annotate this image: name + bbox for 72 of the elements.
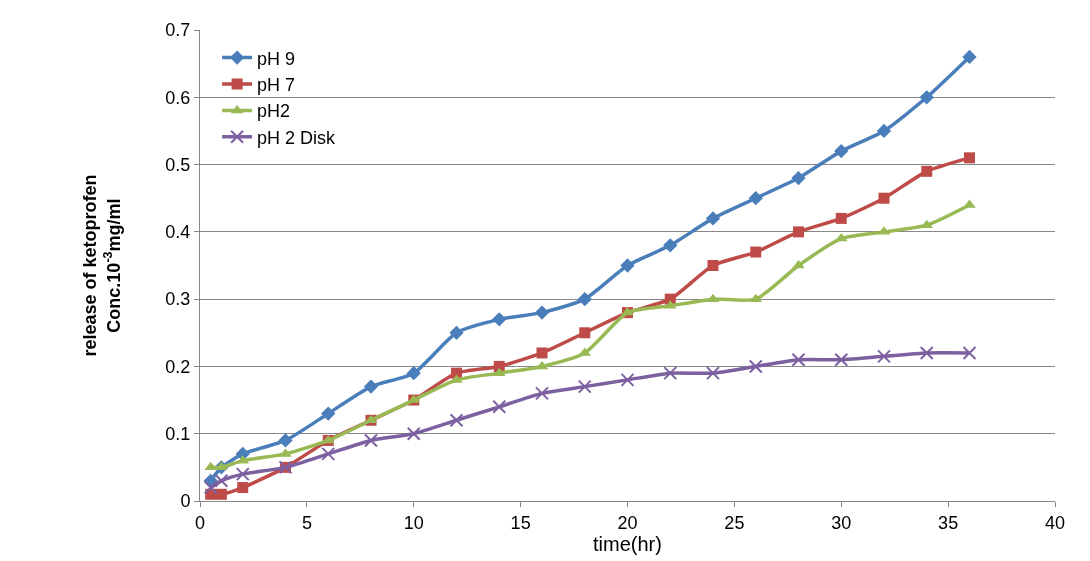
point bbox=[707, 260, 719, 271]
point bbox=[321, 446, 336, 461]
point bbox=[705, 211, 721, 226]
point bbox=[321, 406, 336, 421]
point bbox=[204, 461, 218, 471]
point bbox=[876, 123, 892, 139]
point bbox=[919, 345, 934, 360]
x-tick-label: 10 bbox=[403, 512, 424, 533]
point bbox=[663, 366, 678, 381]
point bbox=[406, 366, 421, 381]
point bbox=[620, 372, 635, 387]
x-tick-label: 0 bbox=[194, 512, 206, 533]
point bbox=[534, 305, 550, 320]
y-tick-label: 0.6 bbox=[165, 87, 191, 108]
y-tick-label: 0.3 bbox=[165, 289, 191, 310]
point bbox=[449, 413, 464, 428]
y-tick-label: 0 bbox=[180, 491, 191, 512]
point bbox=[579, 327, 591, 339]
point bbox=[834, 352, 849, 367]
point bbox=[834, 143, 849, 159]
point bbox=[535, 386, 549, 401]
point bbox=[535, 360, 549, 370]
point bbox=[536, 347, 548, 359]
legend-label: pH 9 bbox=[257, 48, 296, 69]
point bbox=[878, 192, 890, 204]
point bbox=[215, 461, 228, 471]
point bbox=[237, 482, 249, 494]
x-tick-label: 25 bbox=[724, 512, 745, 533]
point bbox=[203, 480, 218, 495]
point bbox=[962, 345, 977, 360]
point bbox=[364, 433, 378, 448]
point bbox=[620, 258, 635, 273]
x-tick-label: 30 bbox=[831, 512, 852, 533]
point bbox=[235, 467, 250, 482]
y-tick-label: 0.5 bbox=[165, 154, 191, 175]
legend-label: pH 2 Disk bbox=[257, 127, 337, 148]
x-axis-title: time(hr) bbox=[593, 532, 662, 555]
point bbox=[492, 399, 507, 414]
point bbox=[962, 49, 977, 65]
x-tick-label: 5 bbox=[301, 512, 312, 533]
point bbox=[663, 238, 678, 253]
legend-label: pH 7 bbox=[257, 75, 296, 96]
point bbox=[449, 325, 464, 340]
point bbox=[750, 246, 762, 258]
point bbox=[406, 426, 421, 441]
x-tick-label: 20 bbox=[617, 512, 638, 533]
y-tick-label: 0.4 bbox=[165, 222, 191, 243]
point bbox=[964, 152, 975, 164]
point bbox=[791, 170, 806, 186]
legend-label: pH2 bbox=[257, 101, 291, 122]
x-tick-label: 35 bbox=[938, 512, 959, 533]
point bbox=[791, 352, 806, 367]
y-tick-label: 0.1 bbox=[165, 424, 191, 445]
point bbox=[877, 349, 891, 364]
y-tick-label: 0.7 bbox=[165, 20, 191, 41]
x-tick-label: 40 bbox=[1044, 512, 1066, 533]
point bbox=[706, 366, 720, 381]
point bbox=[577, 291, 592, 307]
y-tick-label: 0.2 bbox=[165, 356, 191, 377]
point bbox=[793, 226, 804, 238]
point bbox=[919, 90, 934, 105]
x-tick-label: 15 bbox=[510, 512, 531, 533]
point bbox=[363, 379, 379, 394]
point bbox=[921, 165, 933, 177]
point bbox=[214, 473, 229, 488]
point bbox=[748, 191, 763, 206]
point bbox=[215, 488, 227, 500]
point bbox=[835, 212, 847, 224]
point bbox=[492, 312, 507, 327]
point bbox=[748, 359, 763, 374]
point bbox=[278, 433, 293, 448]
point bbox=[577, 379, 592, 394]
